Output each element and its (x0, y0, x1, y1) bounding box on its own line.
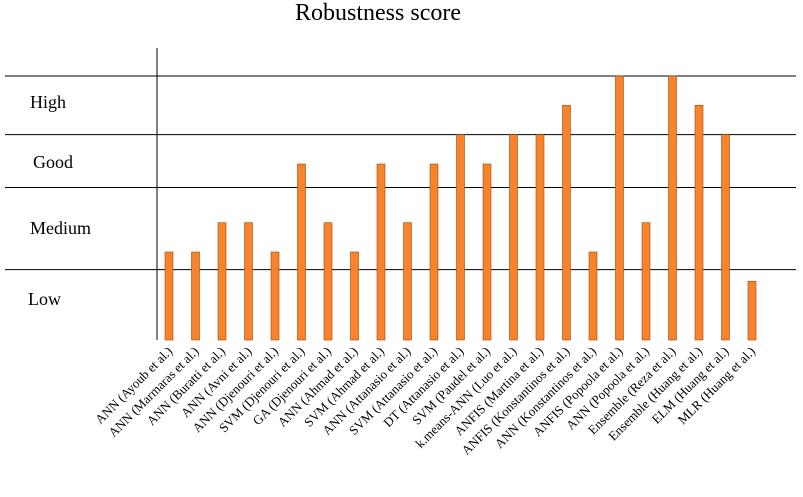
bar (668, 75, 677, 341)
bar (297, 163, 306, 341)
bar (244, 222, 253, 341)
bar (191, 251, 200, 341)
bar (403, 222, 412, 341)
bars-group (164, 75, 757, 341)
level-label-high: High (30, 92, 66, 112)
bar (641, 222, 651, 341)
bar (562, 105, 571, 341)
bar (509, 134, 518, 341)
bar (429, 163, 439, 341)
bar (323, 222, 333, 341)
bar (456, 134, 465, 341)
x-tick-labels: ANN (Ayoub et al.)ANN (Marmaras et al.)A… (92, 344, 758, 458)
bar (270, 251, 280, 341)
bar (535, 134, 545, 341)
bar (615, 75, 624, 341)
bar (721, 134, 730, 341)
bar (217, 222, 227, 341)
bar (376, 163, 386, 341)
bar (694, 105, 704, 341)
bar (350, 251, 359, 341)
level-labels: High Good Medium Low (28, 92, 91, 309)
bar (588, 251, 598, 341)
chart-title: Robustness score (295, 0, 461, 26)
gridlines (5, 75, 796, 271)
bar (747, 281, 757, 341)
bar (482, 163, 492, 341)
bar (164, 251, 174, 341)
level-label-medium: Medium (30, 218, 91, 238)
level-label-low: Low (28, 289, 61, 309)
level-label-good: Good (33, 152, 73, 172)
